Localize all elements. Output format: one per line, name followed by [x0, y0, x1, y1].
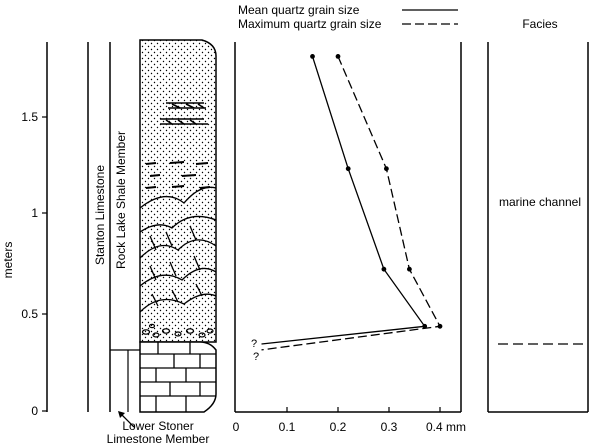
arrow-head [118, 411, 125, 418]
lower-member-label: Limestone Member [107, 432, 210, 446]
data-series-layer [261, 54, 443, 351]
data-point-mean [310, 54, 315, 59]
legend-maximum-label: Maximum quartz grain size [238, 17, 382, 31]
formation-label: Stanton Limestone [93, 165, 107, 265]
ripple-laminae [160, 102, 208, 125]
x-tick-label: 0.4 mm [426, 420, 466, 434]
x-tick-label: 0.3 [381, 420, 398, 434]
mud-drapes [145, 161, 211, 189]
question-mark: ? [251, 338, 257, 350]
data-point-maximum [335, 54, 341, 59]
limestone-unit [139, 341, 217, 413]
y-tick-label: 0.5 [21, 307, 38, 321]
series-line-mean [261, 56, 426, 345]
x-tick-label: 0 [233, 420, 240, 434]
stratigraphy-lines: Stanton Limestone Rock Lake Shale Member [87, 42, 140, 412]
data-point-mean [345, 166, 351, 172]
data-point-maximum [384, 166, 389, 172]
cross-bedding [139, 186, 217, 313]
y-tick-label: 0 [31, 404, 38, 418]
data-point-maximum [437, 323, 443, 329]
legend-mean-label: Mean quartz grain size [238, 3, 360, 17]
y-axis: 1.5 1 0.5 0 meters [1, 42, 48, 418]
data-point-maximum [407, 266, 412, 272]
legend: Mean quartz grain size Maximum quartz gr… [238, 3, 458, 31]
facies-column: Facies marine channel [487, 17, 589, 413]
y-axis-label: meters [1, 242, 15, 279]
x-tick-label: 0.1 [279, 420, 296, 434]
data-point-mean [422, 323, 428, 329]
limestone-bricks [140, 342, 216, 412]
question-mark: ? [253, 351, 259, 363]
lithologic-column: Lower Stoner Limestone Member [107, 39, 217, 446]
upper-member-label: Rock Lake Shale Member [114, 131, 128, 269]
x-tick-label: 0.2 [330, 420, 347, 434]
basal-lag [141, 323, 214, 338]
facies-header: Facies [522, 17, 557, 31]
lower-member-label: Lower Stoner [122, 419, 193, 433]
arrow-line [120, 413, 135, 428]
y-tick-label: 1.5 [21, 110, 38, 124]
grain-size-plot: 0 0.1 0.2 0.3 0.4 mm ? ? [233, 42, 466, 434]
y-tick-label: 1 [31, 206, 38, 220]
sandstone-unit [139, 39, 217, 343]
facies-label: marine channel [499, 195, 581, 209]
data-point-mean [381, 266, 387, 272]
series-line-maximum [261, 56, 442, 351]
